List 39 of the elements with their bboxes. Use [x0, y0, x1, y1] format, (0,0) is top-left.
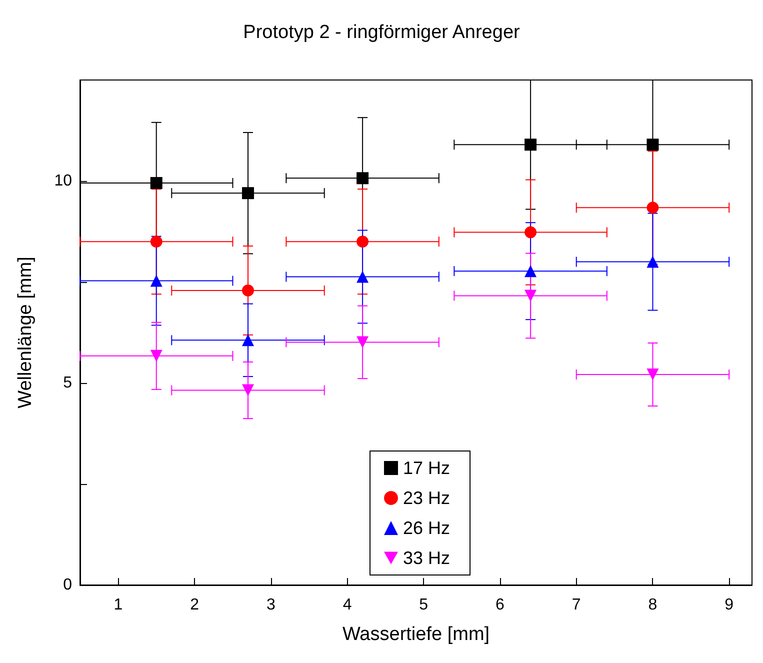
y-tick-label: 5 — [63, 374, 72, 392]
point — [242, 334, 254, 346]
legend-label: 23 Hz — [403, 488, 450, 508]
point — [356, 270, 369, 283]
point — [150, 177, 162, 190]
point — [356, 236, 369, 248]
point — [646, 368, 659, 381]
x-tick-label: 7 — [572, 596, 581, 614]
y-tick-label: 10 — [54, 172, 72, 190]
point — [646, 138, 659, 151]
y-tick-label: 0 — [63, 576, 72, 594]
point — [356, 172, 369, 184]
point — [646, 256, 659, 268]
x-tick-label: 2 — [190, 596, 200, 614]
point — [242, 284, 254, 296]
x-tick-label: 3 — [266, 596, 276, 614]
legend-label: 33 Hz — [403, 548, 450, 568]
x-tick-label: 4 — [342, 596, 352, 614]
x-tick-label: 1 — [114, 596, 123, 614]
point — [356, 336, 369, 348]
y-axis-title: Wellenlänge [mm] — [15, 256, 36, 408]
point — [150, 274, 162, 287]
x-tick-label: 6 — [496, 596, 505, 614]
point — [242, 187, 254, 200]
chart-title: Prototyp 2 - ringförmiger Anreger — [243, 22, 521, 43]
x-tick-label: 5 — [419, 596, 428, 614]
point — [524, 290, 537, 302]
x-tick-label: 9 — [724, 596, 734, 614]
point — [242, 384, 254, 396]
point — [646, 202, 659, 214]
point — [524, 138, 537, 151]
point — [150, 350, 162, 362]
legend-label: 26 Hz — [403, 518, 450, 538]
legend-label: 17 Hz — [403, 458, 450, 478]
x-tick-label: 8 — [648, 596, 658, 614]
point — [524, 265, 537, 278]
point — [150, 236, 162, 248]
x-axis-title: Wassertiefe [mm] — [342, 624, 490, 645]
point — [524, 226, 537, 238]
